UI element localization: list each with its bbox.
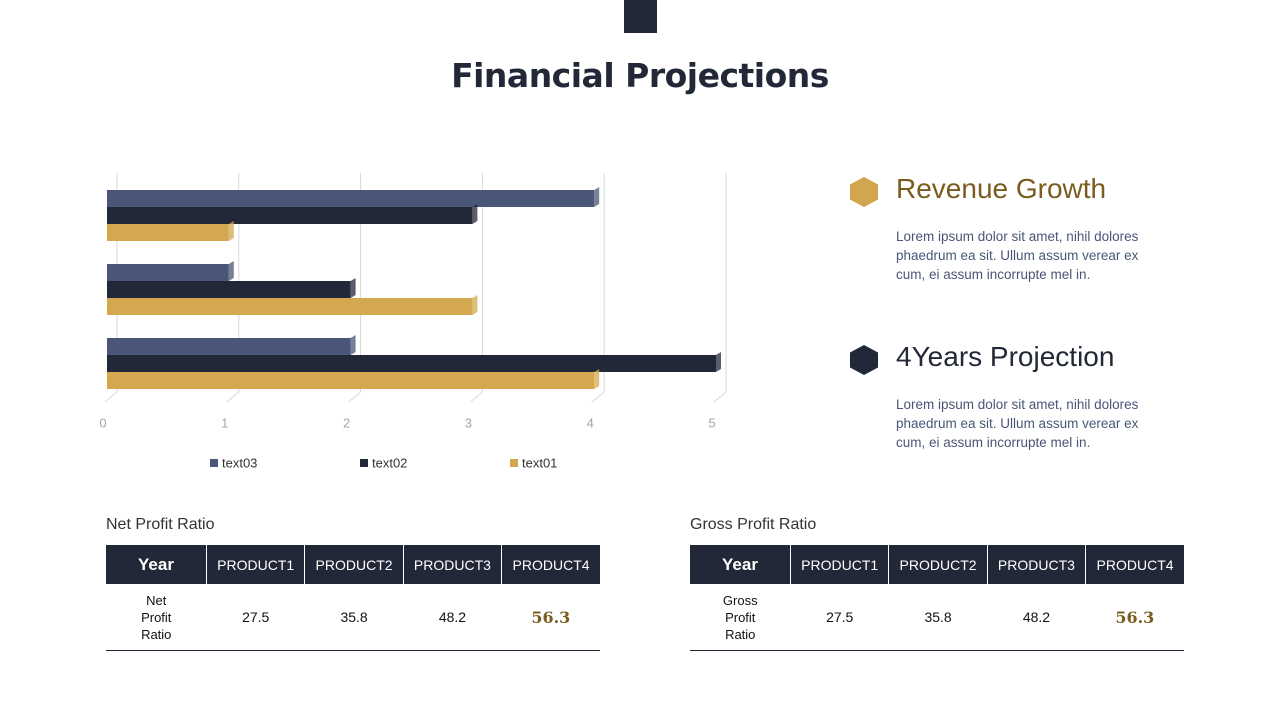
- bar: [107, 281, 351, 298]
- bar: [107, 372, 595, 389]
- x-tick-label: 2: [343, 415, 350, 430]
- table: Year PRODUCT1 PRODUCT2 PRODUCT3 PRODUCT4 Net …: [106, 545, 600, 651]
- table-block: Gross Profit Ratio Year PRODUCT1 PRODUCT2 PR…: [690, 516, 1184, 651]
- data-row: Net Profit Ratio 27.5 35.8 48.2 56.3: [106, 584, 600, 651]
- point-heading: Revenue Growth: [896, 173, 1107, 204]
- grid-line: [226, 391, 240, 403]
- legend-swatch: [510, 459, 518, 467]
- legend-swatch: [210, 459, 218, 467]
- bar-side: [350, 335, 356, 355]
- bar-side: [472, 204, 478, 224]
- grid-line: [713, 391, 727, 403]
- top-bar: [624, 0, 657, 33]
- header-cell: PRODUCT4: [501, 545, 600, 584]
- bar-side: [594, 369, 600, 389]
- x-tick-label: 3: [465, 415, 472, 430]
- cell: 48.2: [987, 584, 1086, 651]
- cell: Net Profit Ratio: [106, 584, 207, 651]
- cell: 56.3: [1085, 584, 1184, 651]
- bar: [107, 264, 229, 281]
- x-tick-label: 1: [221, 415, 228, 430]
- header-cell: PRODUCT3: [986, 545, 1086, 584]
- bar-side: [350, 278, 356, 298]
- x-tick-label: 4: [587, 415, 594, 430]
- grid-line: [348, 391, 361, 403]
- cell: 35.8: [888, 584, 988, 651]
- bar: [107, 190, 595, 207]
- hex-icon: [850, 177, 878, 207]
- cell: 48.2: [403, 584, 502, 651]
- header-cell: PRODUCT1: [205, 545, 305, 584]
- cell: 35.8: [304, 584, 404, 651]
- bar-side: [716, 352, 721, 372]
- cell: 27.5: [790, 584, 889, 651]
- point-text: Lorem ipsum dolor sit amet, nihil dolore…: [896, 397, 1139, 450]
- header-cell: PRODUCT2: [304, 545, 404, 584]
- bar-side: [472, 295, 478, 315]
- bar: [107, 224, 229, 241]
- grid-line: [104, 391, 118, 403]
- grid-line: [470, 391, 483, 403]
- header-cell: PRODUCT1: [789, 545, 889, 584]
- table-block: Net Profit Ratio Year PRODUCT1 PRODUCT2 PROD…: [106, 516, 600, 651]
- bar-side: [594, 187, 600, 207]
- legend-label: text02: [372, 455, 407, 470]
- header-cell: PRODUCT2: [888, 545, 988, 584]
- header-cell: PRODUCT3: [402, 545, 502, 584]
- bar: [107, 207, 473, 224]
- x-tick-label: 0: [99, 415, 106, 430]
- slide-title: Financial Projections: [451, 56, 829, 95]
- header-cell: PRODUCT4: [1085, 545, 1184, 584]
- bar: [107, 298, 473, 315]
- table: Year PRODUCT1 PRODUCT2 PRODUCT3 PRODUCT4 Gros…: [690, 545, 1184, 651]
- x-tick-label: 5: [708, 415, 715, 430]
- legend-swatch: [360, 459, 368, 467]
- bar-side: [228, 221, 234, 241]
- table-title: Net Profit Ratio: [106, 516, 215, 533]
- legend-label: text01: [522, 455, 557, 470]
- chart: 0 1 2 3 4 5 text03 text02 text01: [99, 173, 727, 470]
- bar: [107, 338, 351, 355]
- cell: Gross Profit Ratio: [690, 584, 791, 651]
- header-cell: Year: [106, 545, 207, 584]
- header-row: Year PRODUCT1 PRODUCT2 PRODUCT3 PRODUCT4: [690, 545, 1184, 584]
- bar: [107, 355, 716, 372]
- legend-label: text03: [222, 455, 257, 470]
- header-cell: Year: [690, 545, 791, 584]
- cell: 56.3: [501, 584, 600, 651]
- data-row: Gross Profit Ratio 27.5 35.8 48.2 56.3: [690, 584, 1184, 651]
- header-row: Year PRODUCT1 PRODUCT2 PRODUCT3 PRODUCT4: [106, 545, 600, 584]
- cell: 27.5: [206, 584, 305, 651]
- grid-line: [591, 391, 605, 403]
- bar-side: [228, 261, 234, 281]
- point-heading: 4Years Projection: [896, 341, 1115, 372]
- point-text: Lorem ipsum dolor sit amet, nihil dolore…: [896, 229, 1139, 282]
- hex-icon: [850, 345, 878, 375]
- table-title: Gross Profit Ratio: [690, 516, 817, 533]
